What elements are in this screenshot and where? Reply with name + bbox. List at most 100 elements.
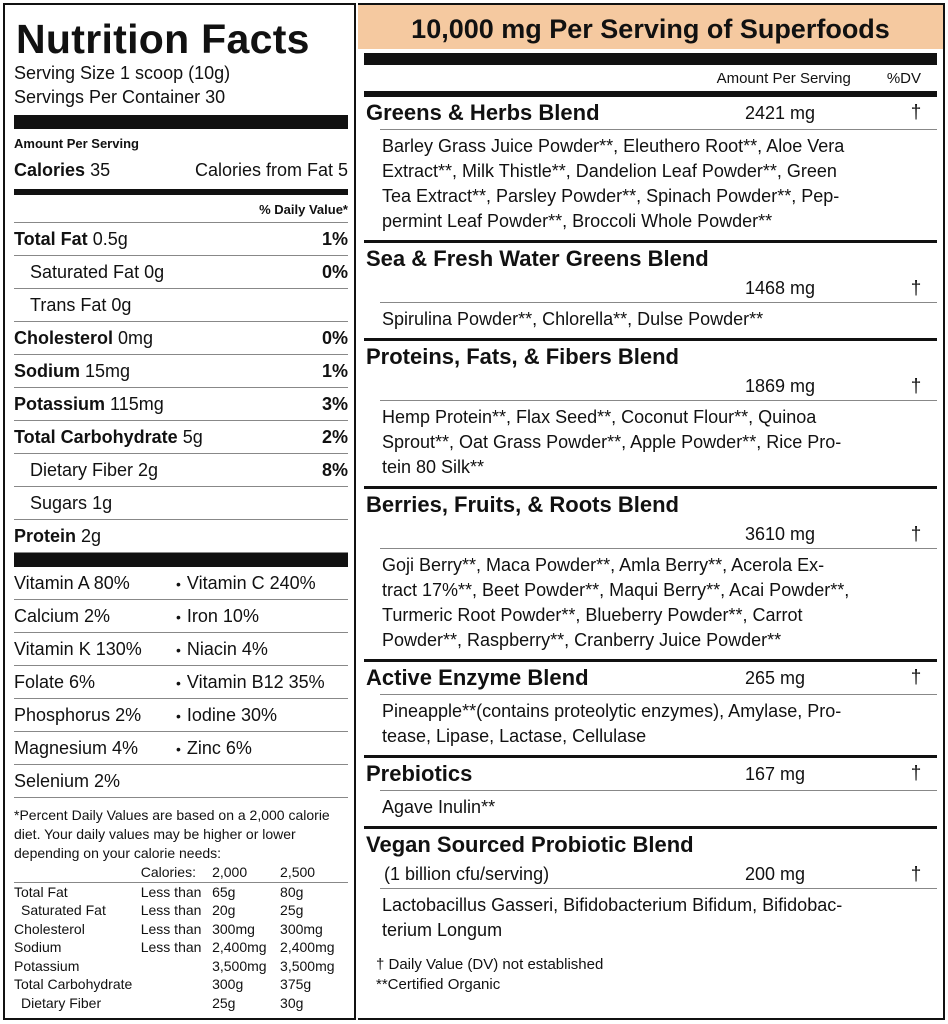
vitamin-item: Calcium 2% <box>14 605 111 626</box>
nutrition-facts-panel: Nutrition Facts Serving Size 1 scoop (10… <box>3 3 356 1020</box>
nutrient-percent: 1% <box>321 360 348 381</box>
blend-title-row: Prebiotics 167 mg † <box>364 758 937 790</box>
blend-ingredients: Agave Inulin** <box>380 790 937 826</box>
calories-label: Calories <box>14 159 86 180</box>
dv-table-cell: Calories: <box>140 864 196 880</box>
vitamin-row: Vitamin K 130% Niacin 4% <box>14 633 348 666</box>
blend-amount-row: 1869 mg † <box>364 373 937 400</box>
nutrient-name: Dietary Fiber <box>30 459 134 480</box>
dv-table-cell: 80g <box>280 883 304 900</box>
vitamin-item: Iron 10% <box>176 606 259 627</box>
blend-section: Berries, Fruits, & Roots Blend 3610 mg † Go… <box>364 489 937 662</box>
blend-title-row: Active Enzyme Blend 265 mg † <box>364 662 937 694</box>
dagger-mark: † <box>910 102 922 123</box>
blend-ingredients: Lactobacillus Gasseri, Bifidobacterium B… <box>380 888 937 949</box>
ingredient-line: tract 17%**, Beet Powder**, Maqui Berry*… <box>382 580 850 600</box>
dv-table-cell: 3,500mg <box>212 957 267 974</box>
dv-table-row: Sodium Less than 2,400mg 2,400mg <box>14 938 348 957</box>
divider-medium <box>364 91 937 97</box>
blend-section: Greens & Herbs Blend 2421 mg † Barley Grass… <box>364 97 937 243</box>
daily-value-header: % Daily Value* <box>14 197 348 223</box>
dv-table-row: Dietary Fiber 25g 30g <box>14 994 348 1013</box>
ingredient-line: Barley Grass Juice Powder**, Eleuthero R… <box>382 136 845 156</box>
footnote: *Percent Daily Values are based on a 2,0… <box>14 807 330 861</box>
vitamin-item: Vitamin K 130% <box>14 638 142 659</box>
blend-amount: 1468 mg <box>745 278 816 298</box>
vitamin-item: Iodine 30% <box>176 705 277 726</box>
dv-table-cell: Potassium <box>14 957 80 974</box>
dv-table-row: Cholesterol Less than 300mg 300mg <box>14 920 348 939</box>
dv-table-cell: Total Carbohydrate <box>14 976 133 992</box>
divider-thick <box>14 553 348 567</box>
dv-table-row: Total Carbohydrate 300g 375g <box>14 975 348 994</box>
nutrient-percent: 2% <box>321 426 348 447</box>
nutrient-row: Total Fat 0.5g 1% <box>14 223 348 256</box>
blend-ingredients: Pineapple**(contains proteolytic enzymes… <box>380 694 937 755</box>
dv-table-row: Saturated Fat Less than 20g 25g <box>14 901 348 920</box>
blend-title-row: Greens & Herbs Blend 2421 mg † <box>364 97 937 129</box>
nutrient-percent: 3% <box>321 393 348 414</box>
blend-name: Prebiotics <box>366 761 473 786</box>
nutrient-percent: 1% <box>321 228 348 249</box>
nutrient-row: Cholesterol 0mg 0% <box>14 322 348 355</box>
amount-per-serving: Amount Per Serving <box>14 136 139 151</box>
nutrient-value: 2g <box>81 525 102 546</box>
dagger-mark: † <box>910 277 922 299</box>
nutrient-value: 0mg <box>118 327 154 348</box>
dv-table-cell: Less than <box>140 883 202 900</box>
vitamin-item: Niacin 4% <box>176 639 268 660</box>
ingredient-line: Powder**, Raspberry**, Cranberry Juice P… <box>382 630 782 650</box>
vitamin-item: Magnesium 4% <box>14 737 139 758</box>
dv-table-cell: 300mg <box>212 920 255 937</box>
dv-table-cell <box>141 957 212 976</box>
dv-table-cell: 300g <box>212 976 244 992</box>
blend-amount: 2421 mg <box>745 102 816 123</box>
blend-title-row: Vegan Sourced Probiotic Blend <box>364 829 937 861</box>
blend-amount-row: 3610 mg † <box>364 521 937 548</box>
dv-table-cell: 2,500 <box>280 864 316 880</box>
nutrient-name: Potassium <box>14 393 106 414</box>
nutrient-name: Total Carbohydrate <box>14 426 178 447</box>
dv-table-cell: Less than <box>140 902 202 918</box>
blend-name: Sea & Fresh Water Greens Blend <box>366 246 709 271</box>
nutrient-row: Protein 2g <box>14 520 348 553</box>
nutrient-name: Saturated Fat <box>30 261 140 282</box>
daily-value-table: Calories: 2,000 2,500 Total Fat Less than 65g… <box>14 863 348 1012</box>
vitamin-item: Folate 6% <box>14 671 96 692</box>
ingredient-line: Turmeric Root Powder**, Blueberry Powder… <box>382 605 803 625</box>
dv-table-cell: 2,400mg <box>280 939 335 955</box>
dagger-mark: † <box>910 523 922 545</box>
amount-per-serving-header: Amount Per Serving <box>716 69 851 87</box>
dv-table-cell: Total Fat <box>14 883 68 900</box>
blend-ingredients: Goji Berry**, Maca Powder**, Amla Berry*… <box>380 548 937 659</box>
blend-amount: 167 mg <box>745 763 806 784</box>
nutrient-percent: 0% <box>321 327 348 348</box>
calories-value: 35 <box>90 159 111 180</box>
blend-section: Prebiotics 167 mg † Agave Inulin** <box>364 758 937 829</box>
blend-ingredients: Barley Grass Juice Powder**, Eleuthero R… <box>380 129 937 240</box>
nutrient-label: Potassium 115mg <box>14 394 164 415</box>
blend-title-row: Proteins, Fats, & Fibers Blend <box>364 341 937 373</box>
dv-header: %DV <box>886 69 921 87</box>
nutrient-label: Trans Fat 0g <box>30 295 131 316</box>
nutrient-label: Total Carbohydrate 5g <box>14 427 203 448</box>
dv-table-cell: Dietary Fiber <box>21 994 102 1011</box>
vitamin-row: Folate 6% Vitamin B12 35% <box>14 666 348 699</box>
dv-table-cell: Sodium <box>14 939 62 955</box>
dv-table-cell <box>141 975 212 994</box>
ingredient-line: Spirulina Powder**, Chlorella**, Dulse P… <box>382 309 764 329</box>
ingredient-line: Goji Berry**, Maca Powder**, Amla Berry*… <box>382 555 825 575</box>
vitamin-item: Selenium 2% <box>14 770 121 791</box>
dagger-mark: † <box>910 667 922 688</box>
calories-from-fat: Calories from Fat 5 <box>194 159 348 180</box>
divider-thick <box>14 115 348 129</box>
divider-medium <box>14 189 348 195</box>
nutrient-row: Dietary Fiber 2g 8% <box>14 454 348 487</box>
divider-thick <box>364 53 937 65</box>
ingredient-line: Pineapple**(contains proteolytic enzymes… <box>382 701 842 721</box>
ingredient-line: tein 80 Silk** <box>382 457 485 477</box>
dv-table-cell: Cholesterol <box>14 920 85 937</box>
nutrient-row: Sugars 1g <box>14 487 348 520</box>
superfoods-panel: 10,000 mg Per Serving of Superfoods Amou… <box>358 3 945 1020</box>
blend-amount: 200 mg <box>745 864 806 884</box>
